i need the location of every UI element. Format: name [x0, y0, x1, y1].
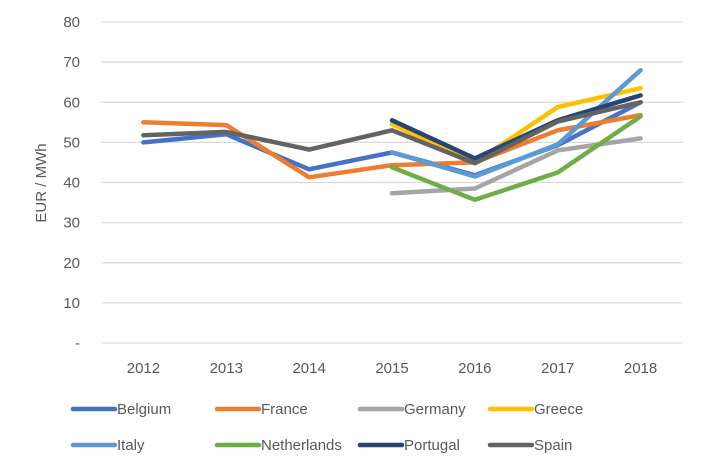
series-line-spain: [141, 100, 643, 166]
y-tick-label: -: [75, 335, 80, 352]
y-axis-title: EUR / MWh: [33, 143, 50, 222]
legend-label: Portugal: [404, 437, 460, 454]
y-tick-label: 30: [63, 215, 80, 232]
x-tick-label: 2015: [375, 360, 408, 377]
legend-item-spain: Spain: [487, 437, 572, 454]
legend-label: Germany: [404, 401, 466, 418]
legend-item-portugal: Portugal: [357, 437, 460, 454]
x-tick-label: 2014: [292, 360, 325, 377]
y-tick-label: 50: [63, 134, 80, 151]
legend: Belgium France Germany Greece Italy Netherlan…: [70, 401, 583, 454]
legend-label: Spain: [534, 437, 572, 454]
legend-item-italy: Italy: [70, 437, 145, 454]
y-tick-label: 70: [63, 54, 80, 71]
gridlines: [102, 21, 682, 344]
legend-label: Netherlands: [261, 437, 342, 454]
legend-item-belgium: Belgium: [70, 401, 171, 418]
series-line-netherlands: [389, 114, 643, 203]
y-axis-ticks: - 10 20 30 40 50 60 70 80: [63, 14, 80, 352]
legend-label: Italy: [117, 437, 145, 454]
x-axis-ticks: 2012 2013 2014 2015 2016 2017 2018: [127, 360, 658, 377]
x-tick-label: 2016: [458, 360, 491, 377]
legend-item-greece: Greece: [487, 401, 583, 418]
legend-item-netherlands: Netherlands: [214, 437, 342, 454]
legend-label: Greece: [534, 401, 583, 418]
legend-item-germany: Germany: [357, 401, 466, 418]
y-tick-label: 80: [63, 14, 80, 31]
y-tick-label: 10: [63, 295, 80, 312]
series-line-greece: [389, 85, 643, 165]
series-lines: [141, 67, 643, 203]
legend-label: France: [261, 401, 308, 418]
x-tick-label: 2012: [127, 360, 160, 377]
legend-item-france: France: [214, 401, 308, 418]
y-tick-label: 60: [63, 94, 80, 111]
x-tick-label: 2018: [624, 360, 657, 377]
legend-label: Belgium: [117, 401, 171, 418]
y-tick-label: 40: [63, 175, 80, 192]
x-tick-label: 2017: [541, 360, 574, 377]
x-tick-label: 2013: [210, 360, 243, 377]
y-tick-label: 20: [63, 255, 80, 272]
series-line-portugal: [389, 93, 643, 161]
